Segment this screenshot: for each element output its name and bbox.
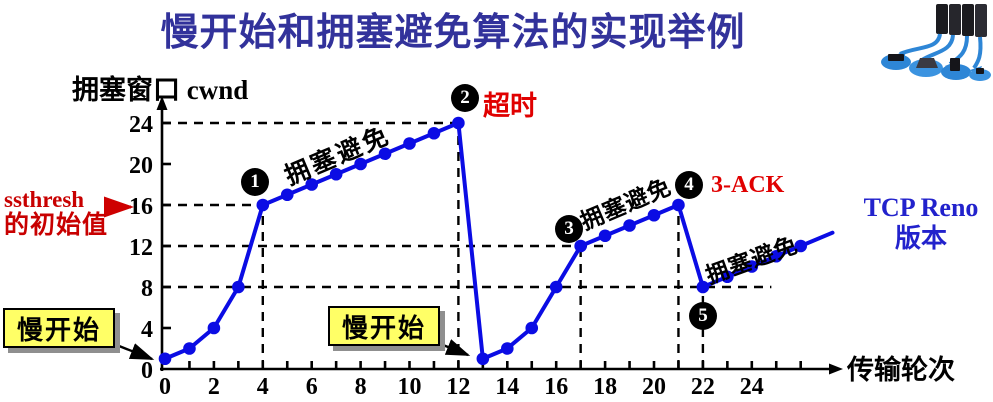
three-ack-label: 3-ACK	[711, 172, 785, 198]
data-point	[403, 137, 416, 150]
x-tick-label: 18	[593, 374, 617, 400]
x-tick-label: 22	[691, 374, 715, 400]
data-point	[623, 219, 636, 232]
x-tick-label: 14	[495, 374, 519, 400]
cwnd-line	[163, 121, 835, 361]
data-point	[745, 260, 759, 273]
y-tick-label: 16	[129, 194, 153, 220]
data-point	[378, 147, 392, 161]
data-point	[207, 321, 221, 335]
data-point	[452, 116, 465, 130]
slow-start-box-2: 慢开始	[328, 306, 440, 346]
data-point	[696, 280, 710, 294]
data-point	[721, 270, 734, 284]
y-tick-label: 8	[141, 276, 153, 302]
data-point	[549, 280, 563, 294]
x-tick-label: 8	[355, 374, 367, 400]
data-point	[794, 239, 807, 253]
step-4-badge: 4	[675, 171, 703, 199]
x-tick-label: 24	[740, 374, 764, 400]
data-point	[232, 280, 245, 294]
y-tick-label: 4	[141, 317, 153, 343]
step-2-badge: 2	[451, 84, 479, 112]
ssthresh-label-line1: ssthresh	[4, 187, 85, 212]
data-point	[158, 352, 172, 366]
y-tick-label: 24	[129, 112, 153, 138]
data-point	[501, 342, 514, 355]
timeout-label: 超时	[483, 91, 537, 121]
data-point	[329, 167, 343, 181]
data-point	[305, 178, 319, 191]
data-point	[769, 249, 783, 263]
axes	[156, 96, 843, 375]
slow-start-arrow-1	[113, 342, 155, 361]
y-tick-label: 0	[141, 358, 153, 384]
step-3-badge: 3	[555, 215, 583, 243]
x-tick-label: 10	[398, 374, 422, 400]
y-tick-label: 20	[129, 153, 153, 179]
data-point	[574, 239, 587, 253]
data-point	[647, 208, 661, 222]
data-point	[476, 352, 490, 366]
data-point	[183, 342, 196, 355]
step-5-badge: 5	[689, 302, 717, 330]
x-tick-label: 2	[208, 374, 220, 400]
data-point	[598, 229, 612, 243]
ssthresh-initial-label: ssthresh 的初始值	[4, 187, 108, 239]
data-point	[525, 321, 539, 335]
data-point	[672, 198, 685, 212]
data-point	[256, 198, 270, 212]
pointer-arrows	[104, 196, 471, 361]
data-points	[158, 116, 807, 366]
data-point	[354, 157, 367, 171]
x-tick-label: 4	[257, 374, 269, 400]
slow-start-box-1: 慢开始	[3, 308, 115, 348]
slow-start-arrow-2	[437, 339, 471, 357]
tcp-reno-label-line1: TCP Reno	[863, 193, 979, 222]
y-axis-title: 拥塞窗口 cwnd	[72, 75, 249, 105]
ssthresh-label-line2: 的初始值	[4, 212, 109, 239]
network-clipart-icon	[881, 4, 991, 81]
x-tick-label: 16	[544, 374, 568, 400]
page-title: 慢开始和拥塞避免算法的实现举例	[160, 12, 746, 54]
x-tick-label: 6	[306, 374, 318, 400]
x-tick-label: 0	[159, 374, 171, 400]
tcp-reno-label: TCP Reno 版本	[846, 192, 993, 254]
data-point	[280, 188, 294, 202]
step-1-badge: 1	[241, 168, 269, 196]
dashed-guides	[162, 121, 772, 369]
x-tick-label: 20	[642, 374, 666, 400]
y-tick-label: 12	[129, 235, 153, 261]
x-tick-label: 12	[446, 374, 470, 400]
x-axis-title: 传输轮次	[847, 355, 955, 385]
data-point	[427, 126, 441, 140]
tcp-reno-label-line2: 版本	[894, 224, 947, 253]
